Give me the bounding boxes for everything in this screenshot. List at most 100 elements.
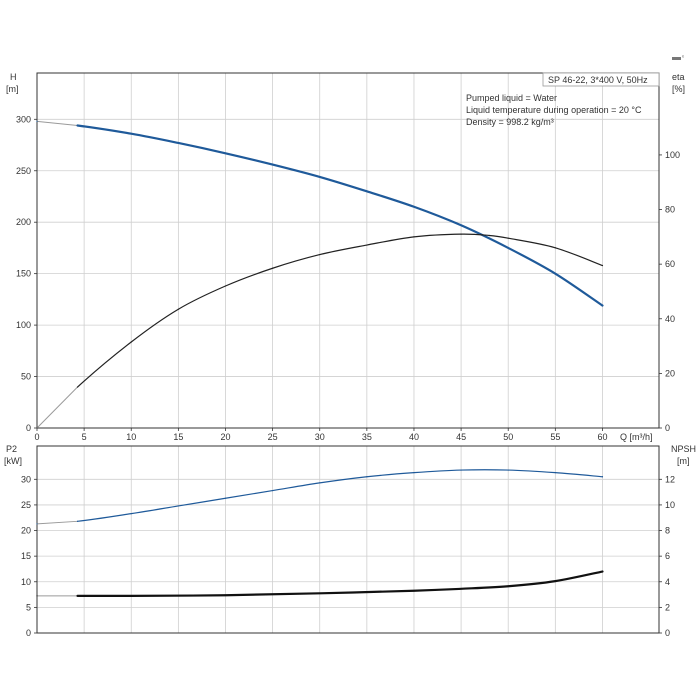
bottom-plot-frame — [36, 445, 660, 634]
bottom-y-label-name: P2 — [6, 444, 17, 454]
x-tick-20: 20 — [220, 432, 230, 442]
bottom-series-0-point-11 — [554, 472, 556, 474]
top-y-tick-100: 100 — [16, 320, 31, 330]
top-series-1-point-9 — [460, 233, 462, 235]
top-series-0-extrapolation — [36, 120, 78, 126]
grid-layer — [37, 73, 659, 633]
top-series-1-point-1 — [76, 386, 79, 388]
top-series-1-point-13 — [601, 264, 604, 267]
top-series-1-extrapolation — [36, 386, 78, 429]
bottom-series-1-line — [76, 570, 604, 598]
info-model-label: SP 46-22, 3*400 V, 50Hz — [548, 75, 648, 85]
top-y-label-name: H — [10, 72, 17, 82]
bottom-y2-tick-12: 12 — [665, 474, 675, 484]
top-series-0-point-9 — [460, 224, 462, 226]
top-series-1-point-6 — [319, 253, 321, 256]
top-y-tick-0: 0 — [26, 423, 31, 433]
top-series-0-point-5 — [272, 163, 274, 166]
bottom-y-tick-30: 30 — [21, 474, 31, 484]
x-tick-5: 5 — [82, 432, 87, 442]
x-tick-40: 40 — [409, 432, 419, 442]
bottom-series-0-line — [76, 469, 604, 522]
top-y-tick-300: 300 — [16, 114, 31, 124]
bottom-series-1-point-5 — [413, 590, 415, 592]
x-tick-30: 30 — [315, 432, 325, 442]
series-layer — [36, 120, 604, 598]
bottom-series-0-point-12 — [601, 476, 604, 478]
top-series-0-point-7 — [366, 190, 368, 192]
bottom-y2-label-unit: [m] — [677, 456, 690, 466]
top-series-1-point-8 — [413, 236, 415, 238]
top-y2-tick-40: 40 — [665, 314, 675, 324]
bottom-y-tick-5: 5 — [26, 602, 31, 612]
x-tick-45: 45 — [456, 432, 466, 442]
top-y2-tick-0: 0 — [665, 423, 670, 433]
bottom-series-0-point-8 — [413, 472, 415, 474]
bottom-series-1-point-2 — [130, 595, 132, 597]
bottom-series-1-point-9 — [601, 570, 604, 573]
bottom-series-1-point-7 — [507, 585, 509, 587]
x-tick-25: 25 — [268, 432, 278, 442]
x-tick-55: 55 — [550, 432, 560, 442]
bottom-series-1-point-1 — [76, 595, 79, 597]
bottom-series-0-point-1 — [76, 520, 79, 522]
top-series-1-point-2 — [130, 341, 132, 343]
legend-marker-icon: ᵉ — [672, 55, 684, 62]
top-y2-label-name: eta — [672, 72, 685, 82]
bottom-series-0-extrapolation — [36, 520, 78, 525]
bottom-y-tick-20: 20 — [21, 526, 31, 536]
info-box-model-frame — [542, 72, 660, 87]
bottom-series-0-point-0 — [36, 523, 38, 525]
top-series-1-point-3 — [177, 308, 179, 310]
top-series-0-point-8 — [413, 206, 415, 208]
top-series-1-point-11 — [507, 237, 509, 239]
info-temperature-label: Liquid temperature during operation = 20… — [466, 105, 642, 115]
x-tick-35: 35 — [362, 432, 372, 442]
bottom-series-1-point-6 — [460, 588, 462, 590]
top-series-1-point-5 — [272, 267, 274, 269]
bottom-y2-tick-0: 0 — [665, 628, 670, 638]
bottom-series-1-point-0 — [36, 595, 38, 597]
x-tick-10: 10 — [126, 432, 136, 442]
bottom-series-0-point-3 — [177, 505, 179, 507]
top-y2-tick-20: 20 — [665, 368, 675, 378]
top-y-tick-250: 250 — [16, 166, 31, 176]
top-y2-label-unit: [%] — [672, 84, 685, 94]
x-tick-50: 50 — [503, 432, 513, 442]
top-series-0-point-1 — [76, 124, 79, 127]
bottom-y-tick-10: 10 — [21, 577, 31, 587]
bottom-y2-tick-2: 2 — [665, 602, 670, 612]
top-series-0-point-12 — [601, 304, 604, 307]
bottom-y-tick-15: 15 — [21, 551, 31, 561]
bottom-y-tick-25: 25 — [21, 500, 31, 510]
x-tick-0: 0 — [34, 432, 39, 442]
bottom-series-1-point-8 — [554, 580, 556, 582]
top-series-0-point-6 — [319, 176, 321, 178]
top-series-1-point-12 — [554, 247, 556, 249]
bottom-series-1-point-3 — [224, 594, 227, 596]
top-plot-frame — [36, 72, 660, 429]
top-y2-tick-60: 60 — [665, 259, 675, 269]
top-series-0-line — [76, 124, 604, 307]
x-axis-label: Q [m³/h] — [620, 432, 653, 442]
top-y2-tick-100: 100 — [665, 150, 680, 160]
bottom-y2-tick-4: 4 — [665, 577, 670, 587]
top-series-0-point-3 — [177, 142, 179, 144]
top-series-0-point-0 — [36, 120, 38, 122]
x-tick-60: 60 — [597, 432, 607, 442]
frame-layer — [36, 72, 660, 634]
top-y-label-unit: [m] — [6, 84, 19, 94]
bottom-y-tick-0: 0 — [26, 628, 31, 638]
top-y-tick-200: 200 — [16, 217, 31, 227]
bottom-y2-tick-8: 8 — [665, 526, 670, 536]
info-liquid-label: Pumped liquid = Water — [466, 93, 557, 103]
top-series-0-point-10 — [507, 247, 509, 249]
bottom-series-0-point-4 — [224, 497, 227, 499]
bottom-series-0-point-7 — [366, 476, 368, 478]
bottom-y-label-unit: [kW] — [4, 456, 22, 466]
top-series-1-point-10 — [488, 234, 490, 237]
info-density-label: Density = 998.2 kg/m³ — [466, 117, 554, 127]
top-series-0-point-2 — [130, 133, 132, 135]
top-series-1-point-4 — [224, 285, 227, 287]
